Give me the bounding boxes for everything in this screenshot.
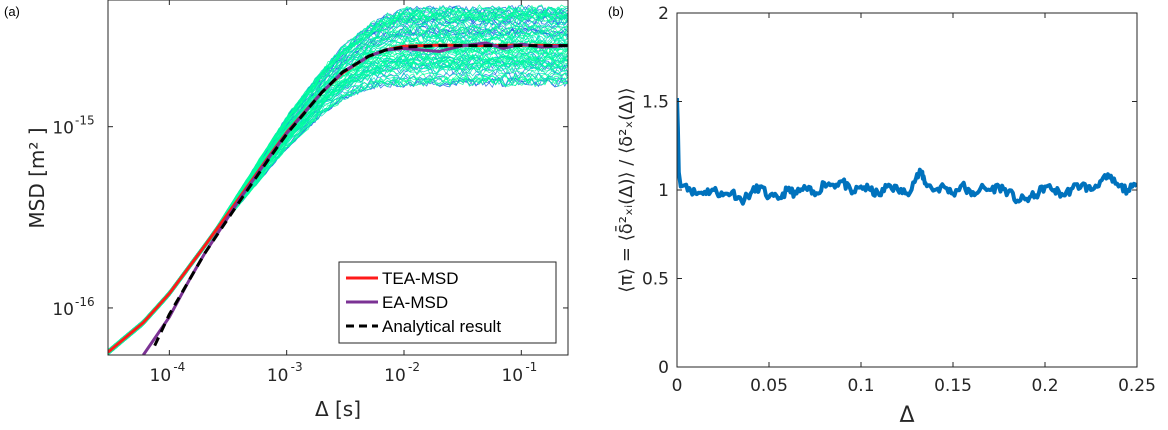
panel-b-ticks: 0 0.05 0.1 0.15 0.2 0.25 0 0.5 1 1.5 2 bbox=[642, 4, 1156, 396]
y-tick-label: 2 bbox=[658, 4, 669, 24]
y-tick-label: 0.5 bbox=[642, 270, 669, 290]
panel-a-ylabel: MSD [m² ] bbox=[25, 127, 49, 228]
y-tick-label: 10 bbox=[52, 119, 74, 139]
x-tick-exponent: -4 bbox=[173, 360, 185, 374]
x-tick-label: 10 bbox=[501, 366, 523, 386]
panel-b: (b) 0 0.05 0.1 0.15 0.2 0.25 0 0.5 1 1.5 2 Δ ⟨π⟩ =… bbox=[608, 4, 1156, 428]
panel-b-tag: (b) bbox=[608, 4, 624, 19]
x-tick-label: 10 bbox=[267, 366, 289, 386]
panel-b-ylabel: ⟨π⟩ = ⟨δ̄²ₓᵢ(Δ)⟩ / ⟨δ²ₓ(Δ)⟩ bbox=[615, 87, 637, 292]
y-tick-label: 1.5 bbox=[642, 93, 669, 113]
ratio-line bbox=[677, 97, 1137, 206]
legend-label-ea-msd: EA-MSD bbox=[382, 293, 448, 312]
panel-b-xlabel: Δ bbox=[899, 403, 914, 428]
x-tick-label: 0.25 bbox=[1118, 376, 1156, 396]
x-tick-label: 0.15 bbox=[934, 376, 972, 396]
x-tick-label: 0.1 bbox=[847, 376, 874, 396]
y-tick-label: 10 bbox=[52, 300, 74, 320]
x-tick-exponent: -3 bbox=[291, 360, 303, 374]
panel-a-series bbox=[108, 41, 568, 355]
analytical-result-line bbox=[153, 44, 568, 347]
legend-label-analytical: Analytical result bbox=[382, 317, 501, 336]
x-tick-label: 0.2 bbox=[1031, 376, 1058, 396]
panel-a-xlabel: Δ [s] bbox=[315, 397, 361, 421]
x-tick-label: 0 bbox=[672, 376, 683, 396]
legend-label-tea-msd: TEA-MSD bbox=[382, 269, 459, 288]
panel-a-axes-box bbox=[107, 0, 569, 356]
x-tick-label: 0.05 bbox=[750, 376, 788, 396]
y-tick-label: 1 bbox=[658, 181, 669, 201]
x-tick-exponent: -2 bbox=[408, 360, 420, 374]
y-tick-label: 0 bbox=[658, 358, 669, 378]
x-tick-exponent: -1 bbox=[525, 360, 537, 374]
panel-a-tag: (a) bbox=[4, 4, 20, 19]
y-tick-exponent: -15 bbox=[75, 114, 95, 128]
x-tick-label: 10 bbox=[384, 366, 406, 386]
x-tick-label: 10 bbox=[150, 366, 172, 386]
panel-a-legend: TEA-MSD EA-MSD Analytical result bbox=[338, 261, 557, 344]
panel-b-series bbox=[677, 97, 1137, 206]
y-tick-exponent: -16 bbox=[75, 295, 95, 309]
